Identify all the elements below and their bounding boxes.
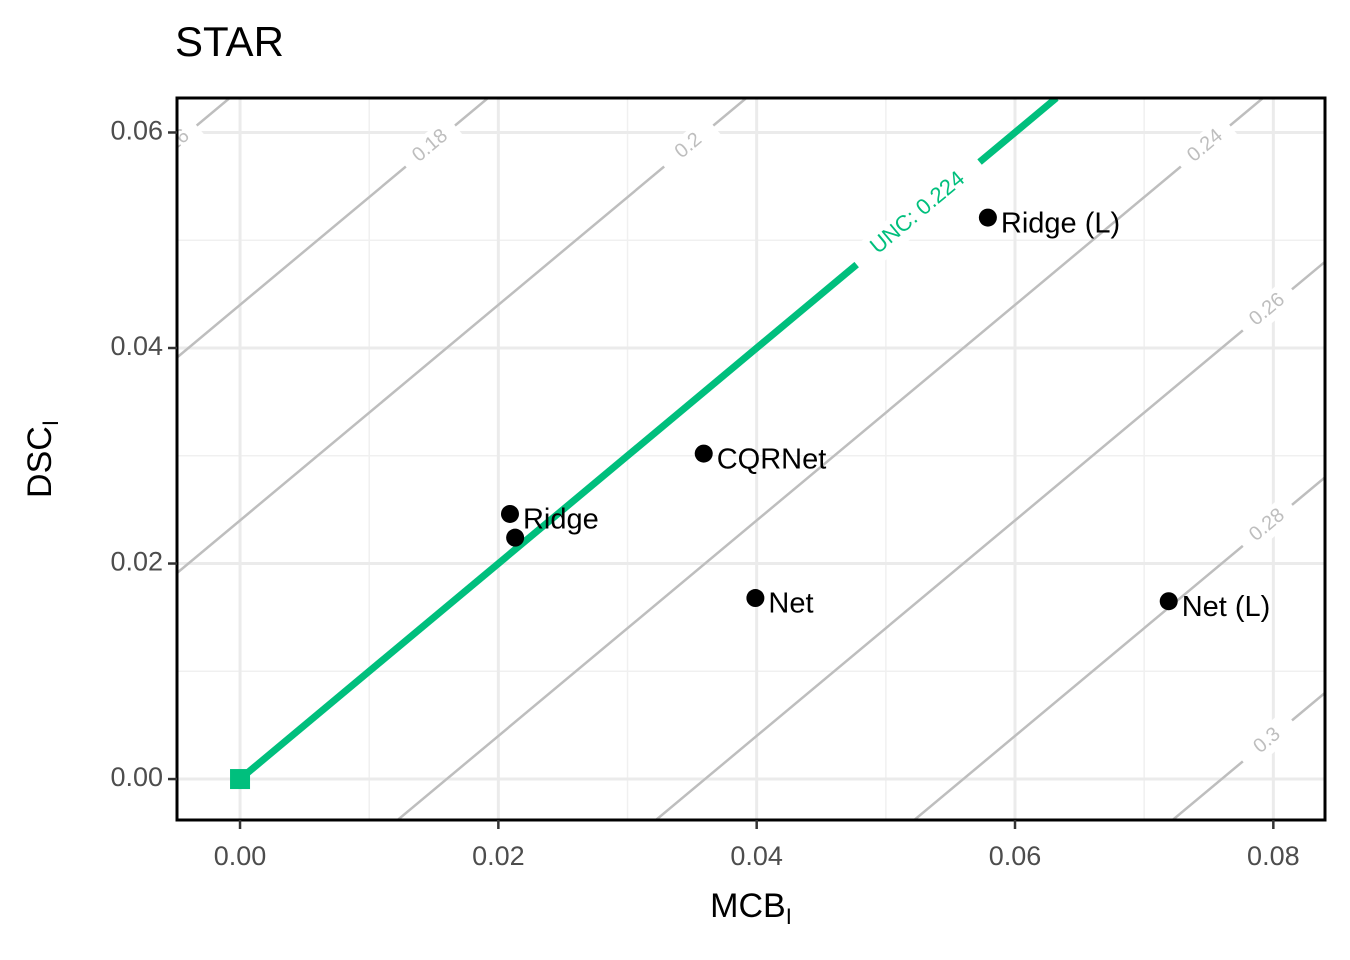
x-axis-title-sub: I (786, 904, 792, 929)
panel-border (175, 96, 1327, 822)
chart-title: STAR (175, 18, 284, 65)
point-label: Net (768, 588, 813, 620)
x-tick-label: 0.08 (1247, 841, 1300, 871)
marks: Ridge (L) CQRNet Ridge Net Net (L) (230, 207, 1271, 790)
y-tick-label: 0.02 (110, 547, 163, 577)
y-tick-label: 0.00 (110, 762, 163, 792)
point-label: CQRNet (717, 443, 827, 475)
isoline-label-bg (1172, 115, 1239, 177)
isoline (912, 476, 1325, 820)
x-tick-label: 0.02 (472, 841, 525, 871)
isoline (653, 260, 1325, 820)
reference-square (230, 769, 251, 790)
x-tick-label: 0.06 (989, 841, 1042, 871)
point-label: Ridge (523, 504, 599, 536)
x-tick-label: 0.04 (730, 841, 783, 871)
y-tick-label: 0.06 (110, 116, 163, 146)
isoline-label-bg (655, 115, 722, 177)
y-axis-title: DSCI (21, 420, 63, 498)
point (978, 208, 997, 227)
y-tick-label: 0.04 (110, 331, 163, 361)
grid (177, 98, 1325, 820)
point (500, 504, 519, 523)
x-tick-label: 0.00 (214, 841, 267, 871)
x-axis-title: MCBI (710, 887, 792, 929)
isoline-label-bg (1234, 710, 1301, 772)
point (694, 444, 713, 463)
isoline-label-bg (1234, 279, 1301, 341)
isoline (177, 98, 749, 574)
point (506, 528, 525, 547)
isoline-label-bg (177, 115, 206, 177)
isoline (395, 98, 1265, 820)
point-label: Net (L) (1182, 591, 1271, 623)
y-axis-title-main: DSC (21, 426, 59, 498)
isoline-label-bg (397, 115, 464, 177)
unc-label-bg (847, 150, 990, 277)
x-axis-title-main: MCB (710, 887, 786, 925)
point-label: Ridge (L) (1001, 207, 1120, 239)
point (1159, 592, 1178, 611)
isoline-label-bg (1234, 494, 1301, 556)
point (746, 589, 765, 608)
axes: 0.00 0.02 0.04 0.06 0.080.000.020.040.06MCBI… (21, 116, 1300, 929)
isoline (177, 98, 490, 359)
y-axis-title-sub: I (38, 420, 63, 426)
